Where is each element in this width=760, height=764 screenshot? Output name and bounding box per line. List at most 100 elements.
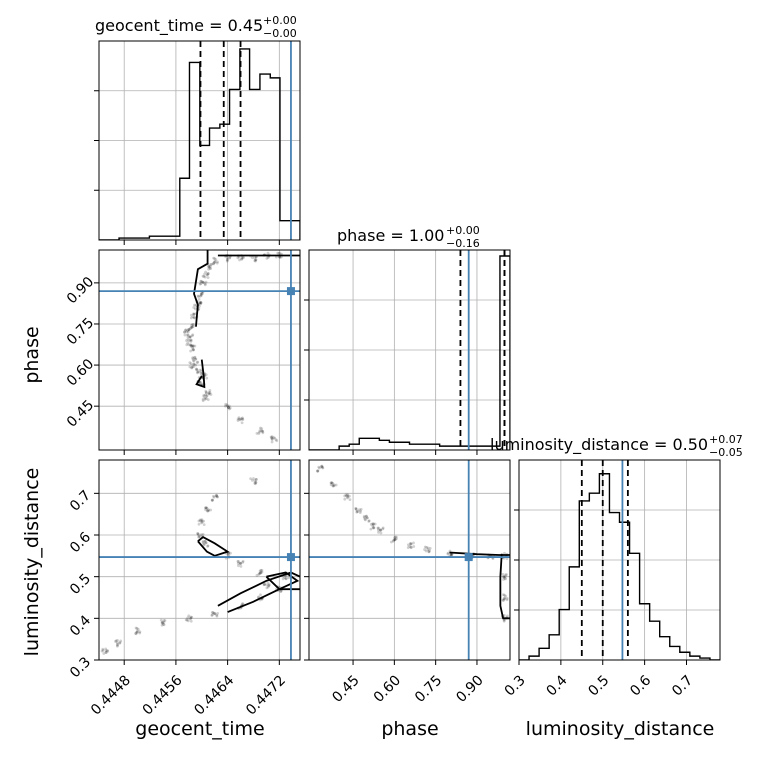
sample-point: [502, 618, 506, 622]
sample-point: [200, 382, 204, 386]
sample-point: [253, 481, 257, 485]
sample-point: [226, 404, 229, 408]
sample-point: [408, 541, 412, 545]
x-tick-label: 0.4472: [243, 672, 289, 718]
sample-point: [237, 416, 241, 420]
sample-point: [255, 431, 259, 435]
sample-point: [505, 597, 509, 600]
sample-point: [504, 594, 508, 598]
sample-point: [189, 619, 193, 623]
sample-point: [503, 597, 506, 601]
sample-point: [189, 615, 193, 619]
sample-point: [197, 519, 201, 523]
sample-point: [226, 257, 229, 261]
panel-frame: [98, 40, 301, 241]
sample-point: [393, 538, 397, 541]
sample-point: [376, 526, 380, 530]
sample-point: [393, 538, 397, 541]
sample-point: [272, 436, 275, 440]
sample-point: [274, 255, 278, 259]
sample-point: [191, 345, 195, 348]
y-tick-label: 0.7: [67, 488, 94, 515]
sample-point: [354, 507, 358, 510]
sample-point: [198, 368, 202, 372]
sample-point: [192, 348, 195, 351]
sample-point: [201, 541, 205, 544]
sample-point: [258, 430, 261, 434]
sample-point: [135, 630, 139, 634]
sample-point: [201, 397, 205, 401]
sample-point: [114, 640, 117, 643]
sample-point: [192, 324, 195, 328]
sample-point: [260, 570, 264, 574]
sample-point: [207, 265, 211, 269]
sample-point: [193, 355, 197, 359]
sample-point: [205, 394, 208, 398]
sample-point: [202, 543, 206, 547]
sample-point: [502, 575, 505, 579]
sample-point: [365, 516, 369, 520]
sample-point: [207, 392, 211, 396]
sample-point: [162, 623, 166, 627]
sample-point: [320, 465, 324, 469]
sample-point: [104, 647, 108, 651]
sample-point: [354, 507, 358, 511]
sample-point: [331, 481, 334, 485]
sample-point: [101, 647, 105, 651]
sample-point: [364, 514, 368, 518]
sample-point: [201, 532, 205, 536]
sample-point: [345, 494, 348, 498]
sample-point: [450, 553, 454, 557]
sample-point: [116, 643, 119, 646]
sample-point: [195, 367, 199, 371]
sample-point: [204, 506, 208, 510]
sample-point: [251, 478, 254, 482]
sample-point: [265, 583, 268, 587]
sample-point: [186, 333, 190, 337]
sample-point: [161, 621, 165, 625]
sample-point: [260, 429, 263, 433]
sample-point: [216, 612, 220, 615]
sample-point: [203, 539, 207, 543]
y-tick-label: 0.6: [67, 529, 94, 556]
sample-point: [425, 546, 429, 549]
sample-point: [426, 546, 430, 550]
sample-point: [236, 559, 240, 563]
sample-point: [191, 365, 194, 368]
sample-point: [136, 628, 140, 631]
sample-point: [381, 526, 385, 530]
sample-point: [191, 344, 194, 348]
sample-point: [284, 577, 288, 580]
sample-point: [359, 507, 363, 511]
sample-point: [205, 273, 209, 277]
x-tick-label: 0.4456: [140, 672, 186, 718]
sample-point: [358, 511, 362, 514]
sample-point: [106, 649, 110, 653]
sample-point: [253, 479, 257, 483]
title-luminosity-distance-minus: −0.05: [709, 446, 743, 459]
sample-point: [189, 343, 193, 347]
sample-point: [215, 493, 218, 497]
sample-point: [204, 508, 207, 512]
sample-point: [258, 426, 262, 430]
sample-point: [193, 344, 197, 348]
sample-point: [502, 597, 506, 601]
y-tick-label: 0.4: [67, 612, 94, 639]
sample-point: [241, 416, 244, 420]
y-tick-label: 0.5: [67, 571, 94, 598]
sample-point: [365, 516, 369, 520]
x-tick-label: 0.4448: [88, 672, 134, 718]
sample-point: [371, 526, 375, 530]
sample-point: [239, 417, 243, 421]
sample-point: [202, 393, 206, 397]
sample-point: [189, 349, 193, 353]
sample-point: [503, 575, 507, 578]
sample-point: [502, 578, 505, 581]
sample-point: [241, 418, 245, 422]
sample-point: [199, 533, 203, 537]
title-phase-plus: +0.00: [446, 224, 480, 237]
sample-point: [394, 535, 398, 539]
sample-point: [367, 519, 371, 523]
sample-point: [213, 257, 217, 260]
sample-point: [160, 623, 164, 627]
